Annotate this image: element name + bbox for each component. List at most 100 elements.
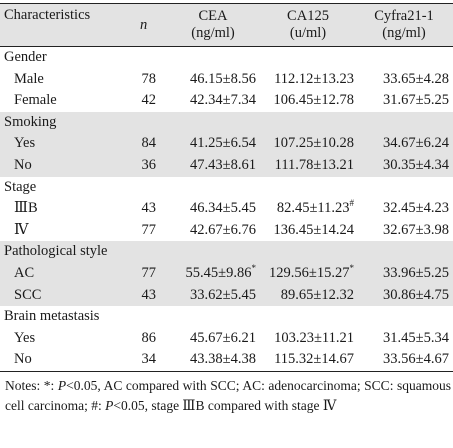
table-row: Male 78 46.15±8.56 112.12±13.23 33.65±4.28 (0, 69, 453, 91)
table-row: No 34 43.38±4.38 115.32±14.67 33.56±4.67 (0, 349, 453, 371)
cell-n-text: 43 (141, 286, 157, 303)
cell-n-text: 86 (141, 329, 157, 346)
table-row: AC 77 55.45±9.86* 129.56±15.27* 33.96±5.25 (0, 263, 453, 285)
row-label: Ⅳ (14, 222, 29, 239)
row-label-text: Yes (14, 135, 36, 152)
cell-cea-text: 42.67±6.76 (190, 221, 256, 238)
group-row: Gender (0, 47, 453, 69)
cell-ca125: 89.65±12.32 (256, 287, 354, 304)
cell-cea-text: 45.67±6.21 (190, 329, 256, 346)
notes-part-2: <0.05, AC compared with SCC; AC: adenoca… (5, 378, 452, 413)
row-label-text: Male (14, 70, 44, 87)
cell-cyfra: 34.67±6.24 (352, 135, 449, 152)
group-row: Brain metastasis (0, 306, 453, 328)
row-label: Female (14, 92, 57, 109)
cell-n: 42 (128, 92, 157, 109)
cell-n: 77 (128, 265, 157, 282)
cell-cyfra: 33.96±5.25 (352, 265, 449, 282)
header-n: n (140, 17, 148, 33)
table-row: Female 42 42.34±7.34 106.45±12.78 31.67±5.25 (0, 90, 453, 112)
cell-ca125-text: 89.65±12.32 (280, 286, 354, 303)
cell-cyfra-text: 33.96±5.25 (383, 265, 449, 281)
cell-cyfra-text: 31.67±5.25 (383, 92, 449, 109)
cell-ca125: 129.56±15.27* (256, 264, 354, 282)
group-row: Stage (0, 177, 453, 199)
cell-cea: 45.67±6.21 (160, 330, 256, 347)
group-label-text: Pathological style (4, 243, 108, 260)
cell-ca125-text: 115.32±14.67 (274, 351, 354, 368)
cell-cea-text: 43.38±4.38 (190, 351, 256, 368)
bottom-rule (0, 371, 453, 372)
cell-n: 84 (128, 135, 157, 152)
cell-ca125: 136.45±14.24 (256, 222, 354, 239)
header-cea: CEA (ng/ml) (168, 8, 258, 42)
cell-cyfra: 32.67±3.98 (352, 222, 449, 239)
row-label-text: AC (14, 265, 35, 281)
cell-cea-text: 46.34±5.45 (190, 200, 256, 217)
row-label: Yes (14, 330, 35, 347)
notes-p-symbol-1: P (57, 378, 67, 393)
header-cea-name: CEA (198, 8, 228, 24)
header-rule (0, 46, 453, 47)
cell-cyfra: 31.67±5.25 (352, 92, 449, 109)
header-cyfra: Cyfra21-1 (ng/ml) (358, 8, 450, 42)
cell-cea: 55.45±9.86* (160, 263, 257, 282)
cell-cea-text: 41.25±6.54 (190, 135, 256, 152)
cell-cea: 46.34±5.45 (160, 200, 256, 217)
cell-n-text: 36 (141, 157, 157, 173)
cell-ca125: 115.32±14.67 (256, 351, 354, 368)
cell-ca125-text: 136.45±14.24 (273, 221, 354, 238)
cell-cea-text: 47.43±8.61 (190, 157, 256, 173)
row-label-text: Yes (14, 329, 36, 346)
header-cyfra-name: Cyfra21-1 (374, 8, 434, 24)
header-ca125: CA125 (u/ml) (262, 8, 354, 42)
cell-cyfra-text: 34.67±6.24 (383, 135, 449, 152)
row-label: SCC (14, 287, 41, 304)
cell-ca125-text: 111.78±13.21 (274, 157, 354, 173)
cell-n-text: 84 (141, 135, 157, 152)
group-label: Pathological style (4, 243, 108, 260)
cell-n-text: 43 (141, 200, 157, 217)
cell-n: 34 (128, 351, 157, 368)
row-label-text: ⅢB (14, 200, 38, 217)
row-label: Male (14, 71, 44, 88)
row-label-text: SCC (14, 286, 42, 303)
cell-ca125-text: 112.12±13.23 (274, 70, 354, 87)
group-label-text: Brain metastasis (4, 308, 100, 325)
group-label: Stage (4, 179, 36, 196)
cell-cea-text: 55.45±9.86 (185, 265, 252, 281)
cell-cea: 47.43±8.61 (160, 157, 256, 174)
cell-cyfra-text: 30.35±4.34 (383, 157, 449, 173)
group-label: Gender (4, 49, 47, 66)
table-row: Yes 84 41.25±6.54 107.25±10.28 34.67±6.24 (0, 133, 453, 155)
cell-cyfra: 33.56±4.67 (352, 351, 449, 368)
row-label-text: Female (14, 92, 57, 109)
group-label-text: Gender (4, 49, 47, 65)
cell-ca125-text: 82.45±11.23 (276, 200, 350, 217)
notes-part-3: <0.05, stage ⅢB compared with stage Ⅳ (113, 398, 337, 413)
cell-cyfra: 32.45±4.23 (352, 200, 449, 217)
group-label-text: Smoking (4, 113, 57, 130)
table-header: Characteristics n CEA (ng/ml) CA125 (u/m… (0, 4, 453, 46)
group-row: Smoking (0, 111, 453, 134)
cell-ca125-text: 129.56±15.27 (269, 265, 350, 281)
cell-n: 78 (128, 71, 157, 88)
cell-ca125: 107.25±10.28 (256, 135, 354, 152)
cell-ca125: 103.23±11.21 (256, 330, 354, 347)
cell-cea-marker: * (251, 263, 257, 274)
cell-cyfra: 31.45±5.34 (352, 330, 449, 347)
notes-part-1: Notes: *: (5, 378, 58, 393)
header-ca125-unit: (u/ml) (289, 25, 327, 41)
cell-cea: 46.15±8.56 (160, 71, 256, 88)
top-rule (0, 3, 453, 4)
cell-ca125: 82.45±11.23# (256, 199, 354, 217)
group-label: Brain metastasis (4, 308, 99, 325)
row-label: No (14, 157, 32, 174)
group-label-text: Stage (4, 178, 37, 195)
row-label: No (14, 351, 32, 368)
row-label: Yes (14, 135, 35, 152)
cell-cyfra-text: 32.67±3.98 (383, 221, 449, 238)
group-row: Pathological style (0, 241, 453, 263)
cell-cea: 33.62±5.45 (160, 287, 256, 304)
